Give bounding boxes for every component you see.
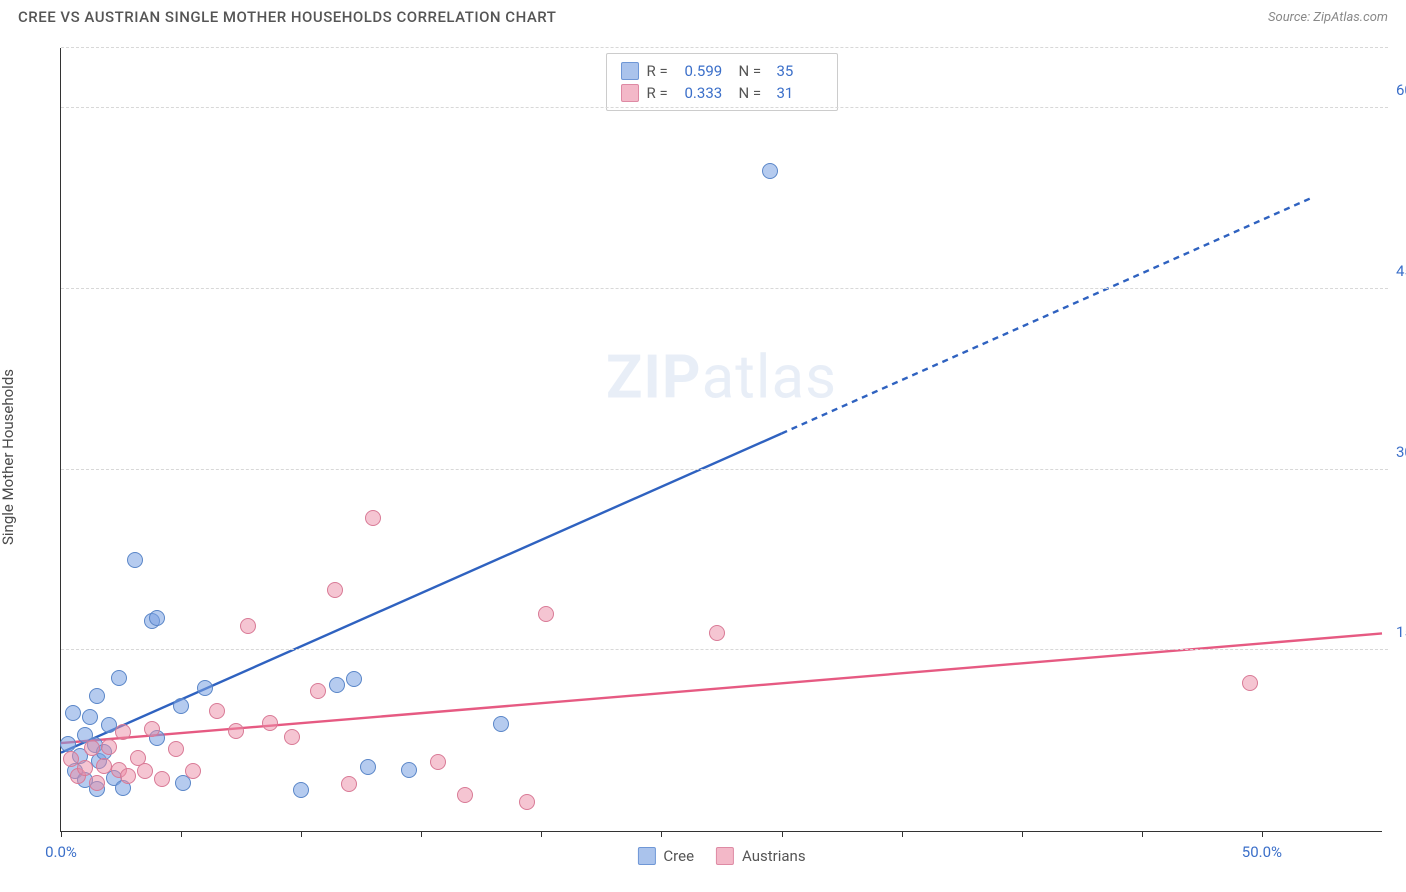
data-point (149, 610, 165, 626)
data-point (197, 680, 213, 696)
x-tick (61, 831, 62, 837)
data-point (284, 729, 300, 745)
data-point (65, 705, 81, 721)
data-point (329, 677, 345, 693)
x-tick (541, 831, 542, 837)
data-point (173, 698, 189, 714)
legend-r-value: 0.599 (685, 62, 731, 80)
data-point (111, 670, 127, 686)
data-point (77, 760, 93, 776)
legend-swatch (637, 847, 655, 865)
x-tick (902, 831, 903, 837)
y-tick-label: 45.0% (1388, 262, 1406, 280)
gridline (61, 107, 1388, 108)
data-point (346, 671, 362, 687)
y-axis-label: Single Mother Households (0, 369, 17, 545)
legend-n-label: N = (739, 62, 765, 80)
data-point (762, 163, 778, 179)
chart-container: Single Mother Households ZIPatlas R =0.5… (18, 40, 1388, 874)
data-point (89, 775, 105, 791)
data-point (115, 724, 131, 740)
data-point (127, 552, 143, 568)
x-tick (661, 831, 662, 837)
data-point (96, 758, 112, 774)
data-point (63, 751, 79, 767)
data-point (144, 721, 160, 737)
legend-r-label: R = (647, 84, 673, 102)
gridline (61, 288, 1388, 289)
data-point (401, 762, 417, 778)
data-point (154, 771, 170, 787)
trend-lines (61, 48, 1382, 831)
gridline (61, 469, 1388, 470)
x-tick (782, 831, 783, 837)
data-point (168, 741, 184, 757)
data-point (101, 739, 117, 755)
legend-row: R = 0.599 N = 35 (621, 60, 823, 82)
data-point (293, 782, 309, 798)
x-tick (1022, 831, 1023, 837)
data-point (209, 703, 225, 719)
x-tick (1262, 831, 1263, 837)
data-point (120, 768, 136, 784)
x-tick-label: 0.0% (45, 843, 77, 861)
series-legend-item: Austrians (716, 847, 806, 865)
x-tick (301, 831, 302, 837)
series-name: Cree (663, 847, 694, 865)
x-tick (181, 831, 182, 837)
legend-n-value: 31 (777, 84, 823, 102)
data-point (84, 740, 100, 756)
data-point (228, 723, 244, 739)
x-tick (1142, 831, 1143, 837)
legend-swatch (621, 84, 639, 102)
data-point (493, 716, 509, 732)
legend-n-label: N = (739, 84, 765, 102)
data-point (89, 688, 105, 704)
gridline (61, 47, 1388, 48)
series-legend: Cree Austrians (637, 847, 805, 865)
data-point (137, 763, 153, 779)
correlation-legend: R = 0.599 N = 35 R = 0.333 N = 31 (606, 53, 838, 111)
data-point (310, 683, 326, 699)
data-point (240, 618, 256, 634)
y-tick-label: 30.0% (1388, 443, 1406, 461)
data-point (327, 582, 343, 598)
data-point (430, 754, 446, 770)
legend-r-value: 0.333 (685, 84, 731, 102)
legend-n-value: 35 (777, 62, 823, 80)
data-point (262, 715, 278, 731)
data-point (709, 625, 725, 641)
data-point (1242, 675, 1258, 691)
source-label: Source: ZipAtlas.com (1268, 10, 1388, 25)
y-tick-label: 60.0% (1388, 81, 1406, 99)
legend-row: R = 0.333 N = 31 (621, 82, 823, 104)
gridline (61, 649, 1388, 650)
data-point (457, 787, 473, 803)
legend-swatch (716, 847, 734, 865)
chart-title: CREE VS AUSTRIAN SINGLE MOTHER HOUSEHOLD… (18, 8, 556, 26)
y-tick-label: 15.0% (1388, 623, 1406, 641)
legend-r-label: R = (647, 62, 673, 80)
watermark: ZIPatlas (606, 341, 837, 412)
data-point (185, 763, 201, 779)
series-name: Austrians (742, 847, 806, 865)
data-point (519, 794, 535, 810)
x-tick-label: 50.0% (1242, 843, 1282, 861)
data-point (538, 606, 554, 622)
data-point (365, 510, 381, 526)
data-point (82, 709, 98, 725)
series-legend-item: Cree (637, 847, 694, 865)
data-point (360, 759, 376, 775)
legend-swatch (621, 62, 639, 80)
plot-area: ZIPatlas R =0.599N =35R =0.333N =31 Cree… (60, 48, 1382, 832)
data-point (341, 776, 357, 792)
x-tick (421, 831, 422, 837)
